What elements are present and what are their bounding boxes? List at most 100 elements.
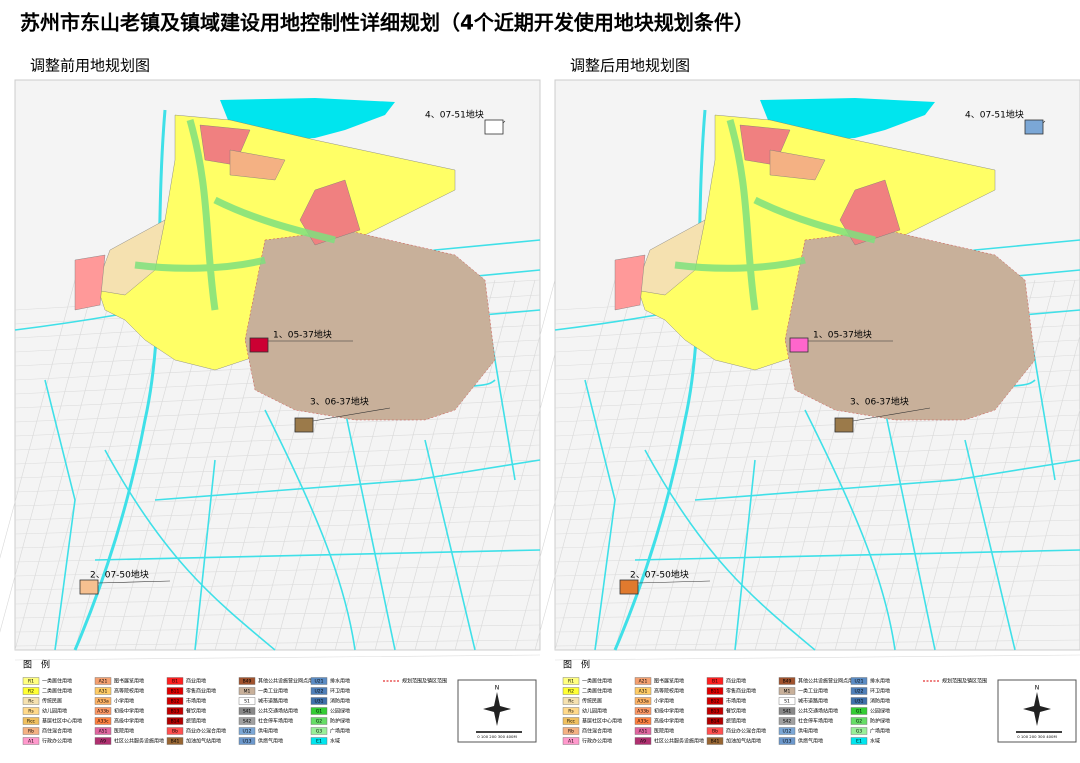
legend-swatch [22, 677, 40, 685]
legend-swatch [706, 737, 724, 745]
legend-code: A51 [99, 729, 108, 735]
legend-swatch [22, 717, 40, 725]
legend-code: U31 [854, 699, 863, 705]
legend-code: B14 [171, 719, 180, 725]
legend-label: 广场用地 [870, 728, 890, 735]
legend-swatch [778, 677, 796, 685]
legend-label: 小学用地 [114, 698, 134, 705]
legend-swatch [238, 707, 256, 715]
legend-swatch [634, 697, 652, 705]
field-line [14, 624, 541, 633]
field-line [34, 279, 136, 651]
legend-code: Rc [568, 699, 574, 705]
field-line [0, 279, 76, 559]
field-line [14, 519, 541, 535]
green-belt [674, 119, 876, 311]
field-line [554, 609, 1080, 619]
legend-code: B1 [172, 679, 178, 685]
legend-code: S42 [783, 719, 792, 725]
legend-swatch [850, 737, 868, 745]
legend-label: 排水用地 [870, 678, 890, 685]
legend-label: 医院用地 [654, 728, 674, 735]
legend-code: Rc [28, 699, 34, 705]
legend-code: A9 [100, 739, 106, 745]
legend-code: A9 [640, 739, 646, 745]
legend-code: E1 [316, 739, 322, 745]
river [964, 439, 1016, 651]
legend-label: 一类工业用地 [258, 688, 288, 695]
legend-swatch [850, 687, 868, 695]
river [613, 109, 707, 651]
legend-code: U13 [782, 739, 791, 745]
legend-swatch [562, 697, 580, 705]
legend-swatch [562, 677, 580, 685]
legend-code: A31 [99, 689, 108, 695]
field-line [534, 279, 636, 651]
legend-label: 城市道路用地 [258, 698, 288, 705]
plot-label: 1、05-37地块 [813, 329, 872, 341]
legend-swatch [310, 677, 328, 685]
panel-subtitle: 调整前用地规划图 [30, 57, 150, 75]
field-line [554, 594, 1080, 605]
field-line [1014, 408, 1080, 651]
legend-swatch [562, 717, 580, 725]
legend-swatch [310, 697, 328, 705]
legend-swatch [634, 737, 652, 745]
legend-label: 商住混合用地 [582, 728, 612, 735]
legend-label: 其他公共设施营业网点用地 [258, 678, 318, 685]
legend-swatch [634, 687, 652, 695]
field-line [594, 279, 696, 651]
field-line [954, 279, 1056, 651]
legend-label: 公共交通场站用地 [798, 708, 838, 715]
river [154, 459, 541, 501]
legend-swatch [706, 677, 724, 685]
legend-swatch [94, 697, 112, 705]
plot-marker [294, 417, 314, 433]
map-panel: 4、07-51地块 1、05-37地块 3、06-37地块 2、07-50地块 [514, 79, 1080, 661]
field-line [54, 279, 156, 651]
field-line [554, 414, 1080, 437]
legend-swatch [94, 707, 112, 715]
river [344, 409, 396, 651]
legend-title: 图 例 [563, 659, 590, 671]
legend-label: 加油加气站用地 [726, 738, 761, 745]
legend-code: U22 [314, 689, 323, 695]
legend-swatch [634, 677, 652, 685]
legend-label: 公园绿地 [330, 708, 350, 715]
river [194, 459, 216, 651]
legend-swatch [778, 717, 796, 725]
legend-swatch [94, 687, 112, 695]
mixed-parcel [229, 149, 286, 181]
legend-label: 旅馆用地 [186, 718, 206, 725]
legend-label: 一类居住用地 [42, 678, 72, 685]
legend-code: S41 [243, 709, 252, 715]
legend-label: 消防用地 [330, 698, 350, 705]
legend-label: 规划范围及镇区范围 [402, 678, 447, 685]
compass-north: N [1035, 685, 1040, 692]
legend-label: 社区公共服务设施用地 [114, 738, 164, 745]
legend-code: S41 [783, 709, 792, 715]
legend-label: 社会停车场用地 [258, 718, 293, 725]
legend-label: 商业办公混合用地 [726, 728, 766, 735]
legend-label: 基层社区中心用地 [582, 718, 622, 725]
legend-label: 旅馆用地 [726, 718, 746, 725]
legend-code: B49 [243, 679, 252, 685]
plot-label: 1、05-37地块 [273, 329, 332, 341]
legend-label: 环卫用地 [870, 688, 890, 695]
legend-code: U12 [242, 729, 251, 735]
legend-label: 幼儿园用地 [582, 708, 607, 715]
legend-swatch [562, 737, 580, 745]
field-line [554, 639, 1080, 647]
legend-code: R2 [28, 689, 34, 695]
legend-code: U22 [854, 689, 863, 695]
field-line [554, 534, 1080, 549]
legend-label: 幼儿园用地 [42, 708, 67, 715]
field-line [554, 504, 1080, 521]
plot-leader [312, 407, 391, 422]
legend: 图 例 R1 一类居住用地 R2 二类居住用地 Rc 传统民居 Rs 幼儿园用地 Rcc 基层社区中… [22, 659, 447, 745]
legend-code: B13 [171, 709, 180, 715]
legend-label: 图书展览用地 [654, 678, 684, 685]
river [264, 409, 356, 651]
legend-code: B11 [171, 689, 180, 695]
